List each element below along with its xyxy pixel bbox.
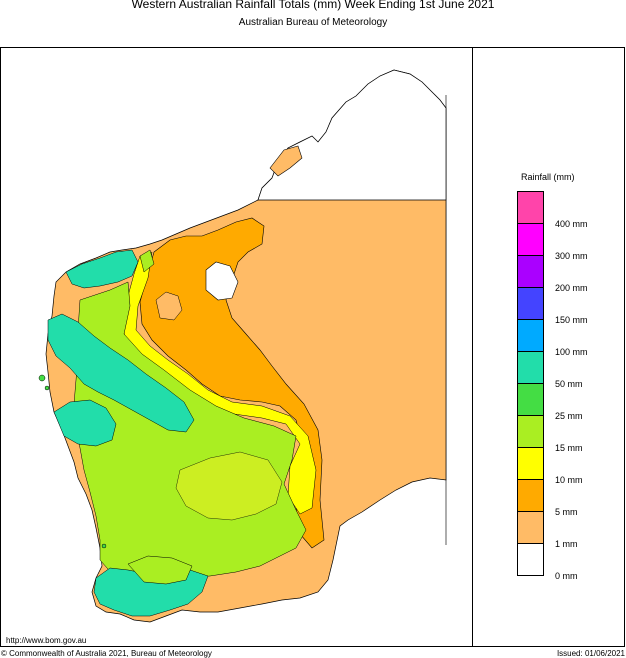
legend-tick-label: 15 mm — [555, 443, 583, 453]
land-50mm-mid-coast — [47, 313, 195, 433]
land-1mm-interior-patch — [155, 291, 183, 321]
map-panel — [0, 47, 473, 647]
island-shape — [101, 543, 107, 549]
legend-tick-label: 50 mm — [555, 379, 583, 389]
island-shape — [38, 374, 46, 382]
island-shape — [44, 385, 50, 391]
legend-tick-label: 200 mm — [555, 283, 588, 293]
legend-tick-label: 5 mm — [555, 507, 578, 517]
legend-swatch — [517, 511, 544, 544]
legend-tick-label: 100 mm — [555, 347, 588, 357]
legend-swatch — [517, 223, 544, 256]
copyright-notice: © Commonwealth of Australia 2021, Bureau… — [1, 649, 212, 658]
legend-swatch — [517, 543, 544, 576]
legend-tick-label: 300 mm — [555, 251, 588, 261]
map-title: Western Australian Rainfall Totals (mm) … — [131, 0, 495, 11]
legend-swatch — [517, 383, 544, 416]
land-15mm-central — [175, 451, 283, 521]
source-url: http://www.bom.gov.au — [6, 636, 87, 645]
land-25mm-nw-patch — [139, 249, 155, 273]
legend-swatch — [517, 415, 544, 448]
legend-swatch — [517, 287, 544, 320]
issued-date: Issued: 01/06/2021 — [556, 649, 625, 658]
land-50mm-north-coast — [65, 249, 139, 289]
legend-tick-label: 1 mm — [555, 539, 578, 549]
legend-swatch — [517, 479, 544, 512]
legend-swatch — [517, 351, 544, 384]
land-5mm-region — [139, 217, 325, 549]
legend-swatch — [517, 255, 544, 288]
rainfall-map — [38, 69, 447, 623]
land-50mm-west-coast — [53, 399, 117, 447]
legend-tick-label: 0 mm — [555, 571, 578, 581]
legend-swatch — [517, 191, 544, 224]
legend-swatch — [517, 447, 544, 480]
land-0mm-north — [257, 69, 447, 201]
figure-frame — [0, 47, 625, 647]
legend-swatch — [517, 319, 544, 352]
land-1mm-kimberley-patch — [269, 145, 303, 177]
land-0mm-hole — [205, 261, 239, 301]
legend-colorbar — [517, 191, 544, 576]
land-25mm-south-patch — [127, 555, 193, 585]
legend-tick-label: 10 mm — [555, 475, 583, 485]
legend-tick-label: 150 mm — [555, 315, 588, 325]
legend-tick-label: 400 mm — [555, 219, 588, 229]
map-subtitle: Australian Bureau of Meteorology — [238, 17, 388, 28]
legend-tick-label: 25 mm — [555, 411, 583, 421]
legend-title: Rainfall (mm) — [521, 172, 575, 182]
